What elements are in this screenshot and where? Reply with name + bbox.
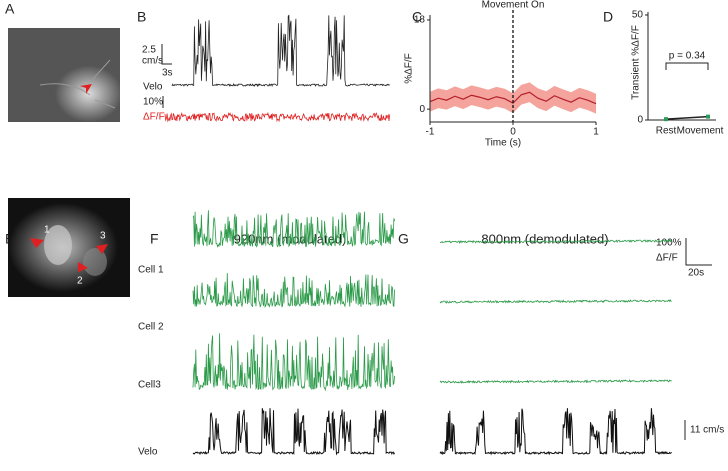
annotation: Movement On	[482, 0, 545, 11]
mean-line	[429, 91, 597, 105]
scale-label: 3s	[162, 68, 173, 79]
x-tick-label: Movement	[677, 126, 724, 137]
panel-label: C	[412, 9, 422, 25]
panel-label: A	[5, 1, 15, 17]
arrowhead	[78, 262, 88, 272]
row-label: Velo	[138, 447, 158, 458]
scale-bar	[161, 44, 172, 65]
x-tick-label: -1	[426, 127, 435, 138]
panel-label: G	[398, 231, 409, 247]
scale-label: 20s	[688, 268, 704, 279]
trace-label: Velo	[143, 82, 163, 93]
x-tick-label: Rest	[656, 126, 677, 137]
y-tick-label: 0	[637, 115, 643, 126]
row-label: Cell 2	[138, 322, 164, 333]
scale-label: ΔF/F	[656, 253, 678, 264]
x-tick-label: 0	[510, 127, 516, 138]
arrowhead	[30, 238, 44, 248]
trace	[192, 210, 395, 248]
y-tick-label: 0	[419, 104, 425, 115]
arrowhead	[80, 84, 92, 94]
row-label: Cell 1	[138, 265, 164, 276]
cell	[83, 248, 107, 276]
y-tick-label: 18	[414, 15, 426, 26]
y-tick-label: 50	[632, 10, 644, 21]
image-a	[8, 28, 120, 122]
trace	[164, 111, 391, 123]
trace	[192, 408, 396, 456]
row-label: Cell3	[138, 380, 161, 391]
connector	[665, 115, 709, 120]
cell-number: 1	[44, 225, 50, 236]
scale-label: cm/s	[142, 56, 163, 67]
dot	[706, 114, 710, 119]
scale-label: 11 cm/s	[690, 425, 724, 436]
trace-label: ΔF/F	[143, 112, 165, 123]
panel-label: B	[137, 9, 146, 25]
trace	[439, 408, 672, 456]
arrowhead	[96, 244, 108, 254]
dot	[664, 117, 668, 122]
x-tick-label: 1	[593, 127, 599, 138]
scale-label: 100%	[656, 238, 682, 249]
annotation: p = 0.34	[669, 51, 706, 62]
y-axis-label: Transient %ΔF/F	[631, 25, 642, 100]
cell-number: 3	[100, 231, 106, 242]
trace	[192, 333, 395, 392]
scale-bar	[685, 238, 712, 266]
trace	[439, 299, 672, 304]
trace	[192, 272, 395, 309]
panel-title: 800nm (demodulated)	[481, 231, 608, 246]
trace	[439, 238, 672, 245]
panel-label: D	[603, 9, 613, 25]
significance-bracket	[665, 62, 709, 70]
x-axis-label: Time (s)	[485, 138, 521, 149]
y-axis-label: %ΔF/F	[404, 53, 415, 84]
cell-number: 2	[77, 276, 83, 287]
trace	[439, 379, 672, 384]
scale-label: 10%	[143, 97, 163, 108]
cell	[44, 225, 72, 265]
scale-label: 2.5	[142, 45, 156, 56]
trace	[171, 14, 390, 88]
panel-label: F	[150, 231, 159, 247]
